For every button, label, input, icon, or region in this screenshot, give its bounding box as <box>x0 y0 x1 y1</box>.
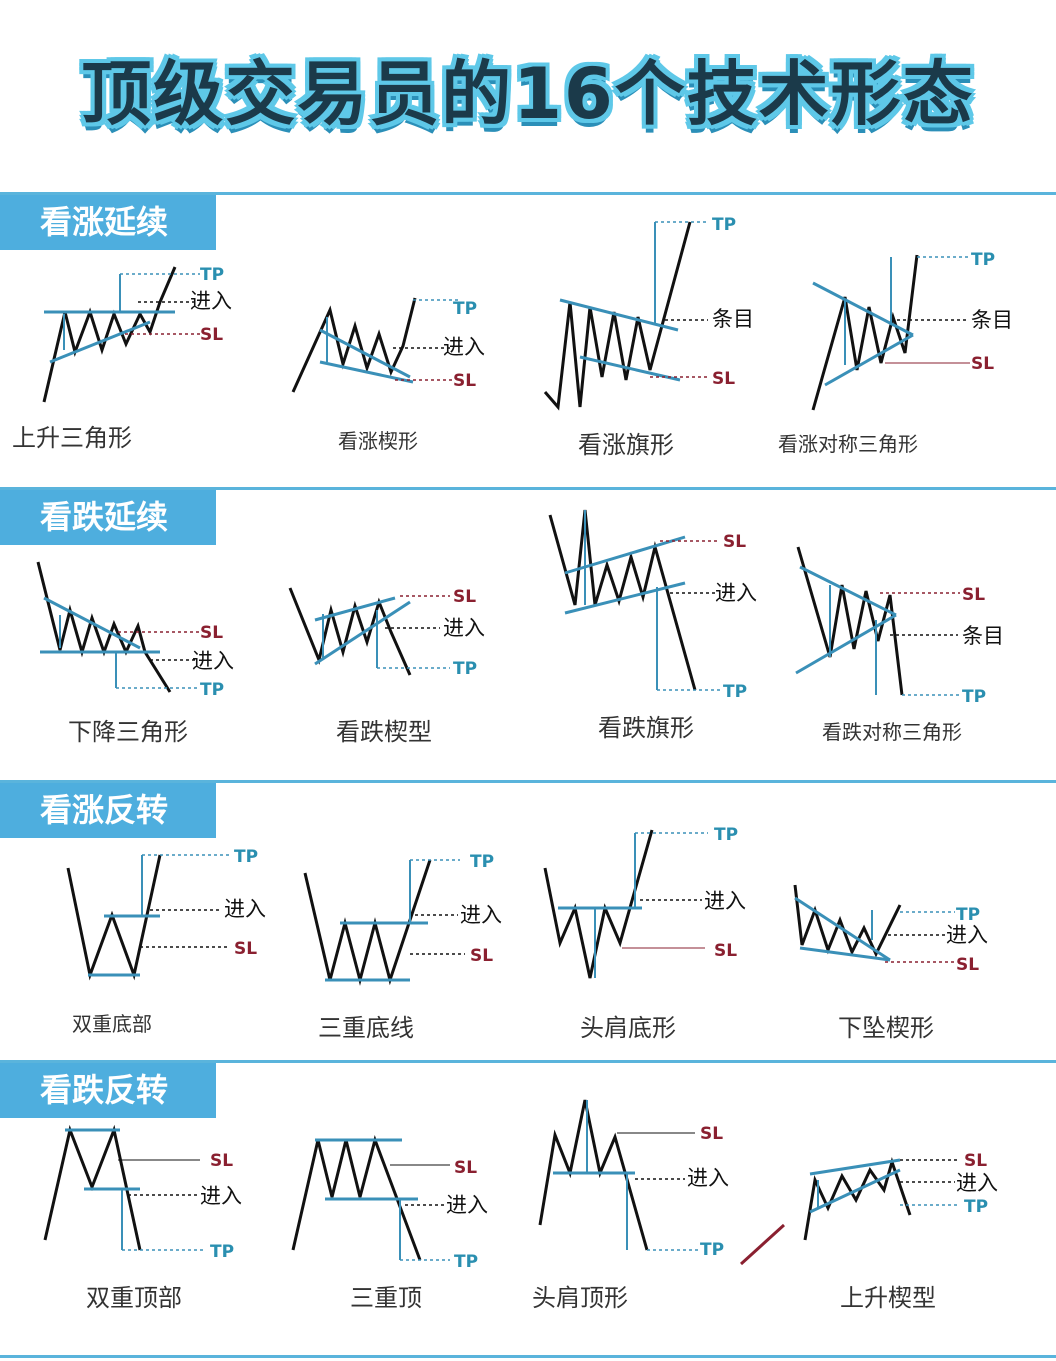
entry-label: 进入 <box>460 903 502 927</box>
entry-label: 进入 <box>192 649 234 673</box>
sl-label: SL <box>234 939 257 959</box>
bottom-divider <box>0 1355 1056 1358</box>
pattern-name: 看涨楔形 <box>338 429 418 453</box>
sl-label: SL <box>470 946 493 966</box>
entry-label: 进入 <box>443 335 485 359</box>
tp-label: TP <box>210 1242 234 1262</box>
entry-label: 进入 <box>687 1166 729 1190</box>
sl-label: SL <box>956 955 979 975</box>
section-divider <box>0 780 1056 783</box>
pattern-name: 看跌旗形 <box>598 714 694 742</box>
tp-label: TP <box>962 687 986 707</box>
entry-label: 条目 <box>962 624 1004 648</box>
pattern-name: 看跌对称三角形 <box>822 720 962 744</box>
sl-label: SL <box>200 623 223 643</box>
section-title: 看涨延续 <box>0 195 216 250</box>
tp-label: TP <box>723 682 747 702</box>
pattern-name: 上升三角形 <box>12 424 132 452</box>
entry-label: 进入 <box>190 289 232 313</box>
tp-label: TP <box>200 265 224 285</box>
pattern-name: 看涨旗形 <box>578 431 674 459</box>
tp-label: TP <box>714 825 738 845</box>
sl-label: SL <box>964 1151 987 1171</box>
tp-label: TP <box>700 1240 724 1260</box>
entry-label: 进入 <box>200 1184 242 1208</box>
descending-triangle-diagram: SL 进入 TP <box>30 560 260 700</box>
section-title: 看涨反转 <box>0 783 216 838</box>
section-title: 看跌反转 <box>0 1063 216 1118</box>
ascending-triangle-diagram: TP 进入 SL <box>30 262 260 412</box>
tp-label: TP <box>956 905 980 925</box>
pattern-name: 下坠楔形 <box>838 1014 934 1042</box>
divider-slash <box>738 1222 788 1267</box>
entry-label: 进入 <box>704 889 746 913</box>
sl-label: SL <box>200 325 223 345</box>
entry-label: 条目 <box>971 308 1013 332</box>
entry-label: 进入 <box>443 616 485 640</box>
sl-label: SL <box>700 1124 723 1144</box>
tp-label: TP <box>964 1197 988 1217</box>
tp-label: TP <box>234 847 258 867</box>
sl-label: SL <box>453 371 476 391</box>
double-bottom-diagram: TP 进入 SL <box>60 847 290 985</box>
bullish-flag-diagram: TP 条目 SL <box>540 212 770 417</box>
inverse-head-shoulders-diagram: TP 进入 SL <box>540 825 770 983</box>
pattern-name: 头肩底形 <box>580 1014 676 1042</box>
sl-label: SL <box>454 1158 477 1178</box>
entry-label: 进入 <box>956 1171 998 1195</box>
tp-label: TP <box>454 1252 478 1272</box>
section-divider <box>0 1060 1056 1063</box>
section-divider <box>0 192 1056 195</box>
page-title: 顶级交易员的16个技术形态 <box>81 53 975 135</box>
pattern-name: 三重顶 <box>350 1284 422 1312</box>
bullish-symmetrical-triangle-diagram: TP 条目 SL <box>805 245 1040 415</box>
entry-label: 进入 <box>715 581 757 605</box>
sl-label: SL <box>962 585 985 605</box>
pattern-name: 双重顶部 <box>86 1284 182 1312</box>
rising-wedge-diagram: SL 进入 TP <box>800 1150 1030 1250</box>
bearish-wedge-diagram: SL 进入 TP <box>285 580 515 690</box>
pattern-name: 上升楔型 <box>840 1284 936 1312</box>
tp-label: TP <box>453 659 477 679</box>
bearish-flag-diagram: SL 进入 TP <box>545 505 775 702</box>
sl-label: SL <box>723 532 746 552</box>
tp-label: TP <box>971 250 995 270</box>
tp-label: TP <box>712 215 736 235</box>
double-top-diagram: SL 进入 TP <box>40 1124 270 1262</box>
falling-wedge-diagram: TP 进入 SL <box>790 880 1020 980</box>
pattern-name: 头肩顶形 <box>532 1284 628 1312</box>
section-divider <box>0 487 1056 490</box>
sl-label: SL <box>971 354 994 374</box>
sl-label: SL <box>712 369 735 389</box>
entry-label: 进入 <box>446 1193 488 1217</box>
pattern-name: 双重底部 <box>72 1012 152 1036</box>
bullish-wedge-diagram: TP 进入 SL <box>285 292 515 402</box>
section-title: 看跌延续 <box>0 490 216 545</box>
entry-label: 进入 <box>946 923 988 947</box>
tp-label: TP <box>453 299 477 319</box>
sl-label: SL <box>210 1151 233 1171</box>
entry-label: 进入 <box>224 897 266 921</box>
entry-label: 条目 <box>712 307 754 331</box>
pattern-name: 三重底线 <box>318 1014 414 1042</box>
sl-label: SL <box>453 587 476 607</box>
triple-bottom-diagram: TP 进入 SL <box>300 852 530 990</box>
tp-label: TP <box>470 852 494 872</box>
pattern-name: 看跌楔型 <box>336 718 432 746</box>
pattern-name: 看涨对称三角形 <box>778 432 918 456</box>
pattern-name: 下降三角形 <box>68 718 188 746</box>
head-shoulders-top-diagram: SL 进入 TP <box>535 1095 765 1260</box>
triple-top-diagram: SL 进入 TP <box>290 1135 520 1272</box>
sl-label: SL <box>714 941 737 961</box>
bearish-symmetrical-triangle-diagram: SL 条目 TP <box>790 545 1025 707</box>
tp-label: TP <box>200 680 224 700</box>
